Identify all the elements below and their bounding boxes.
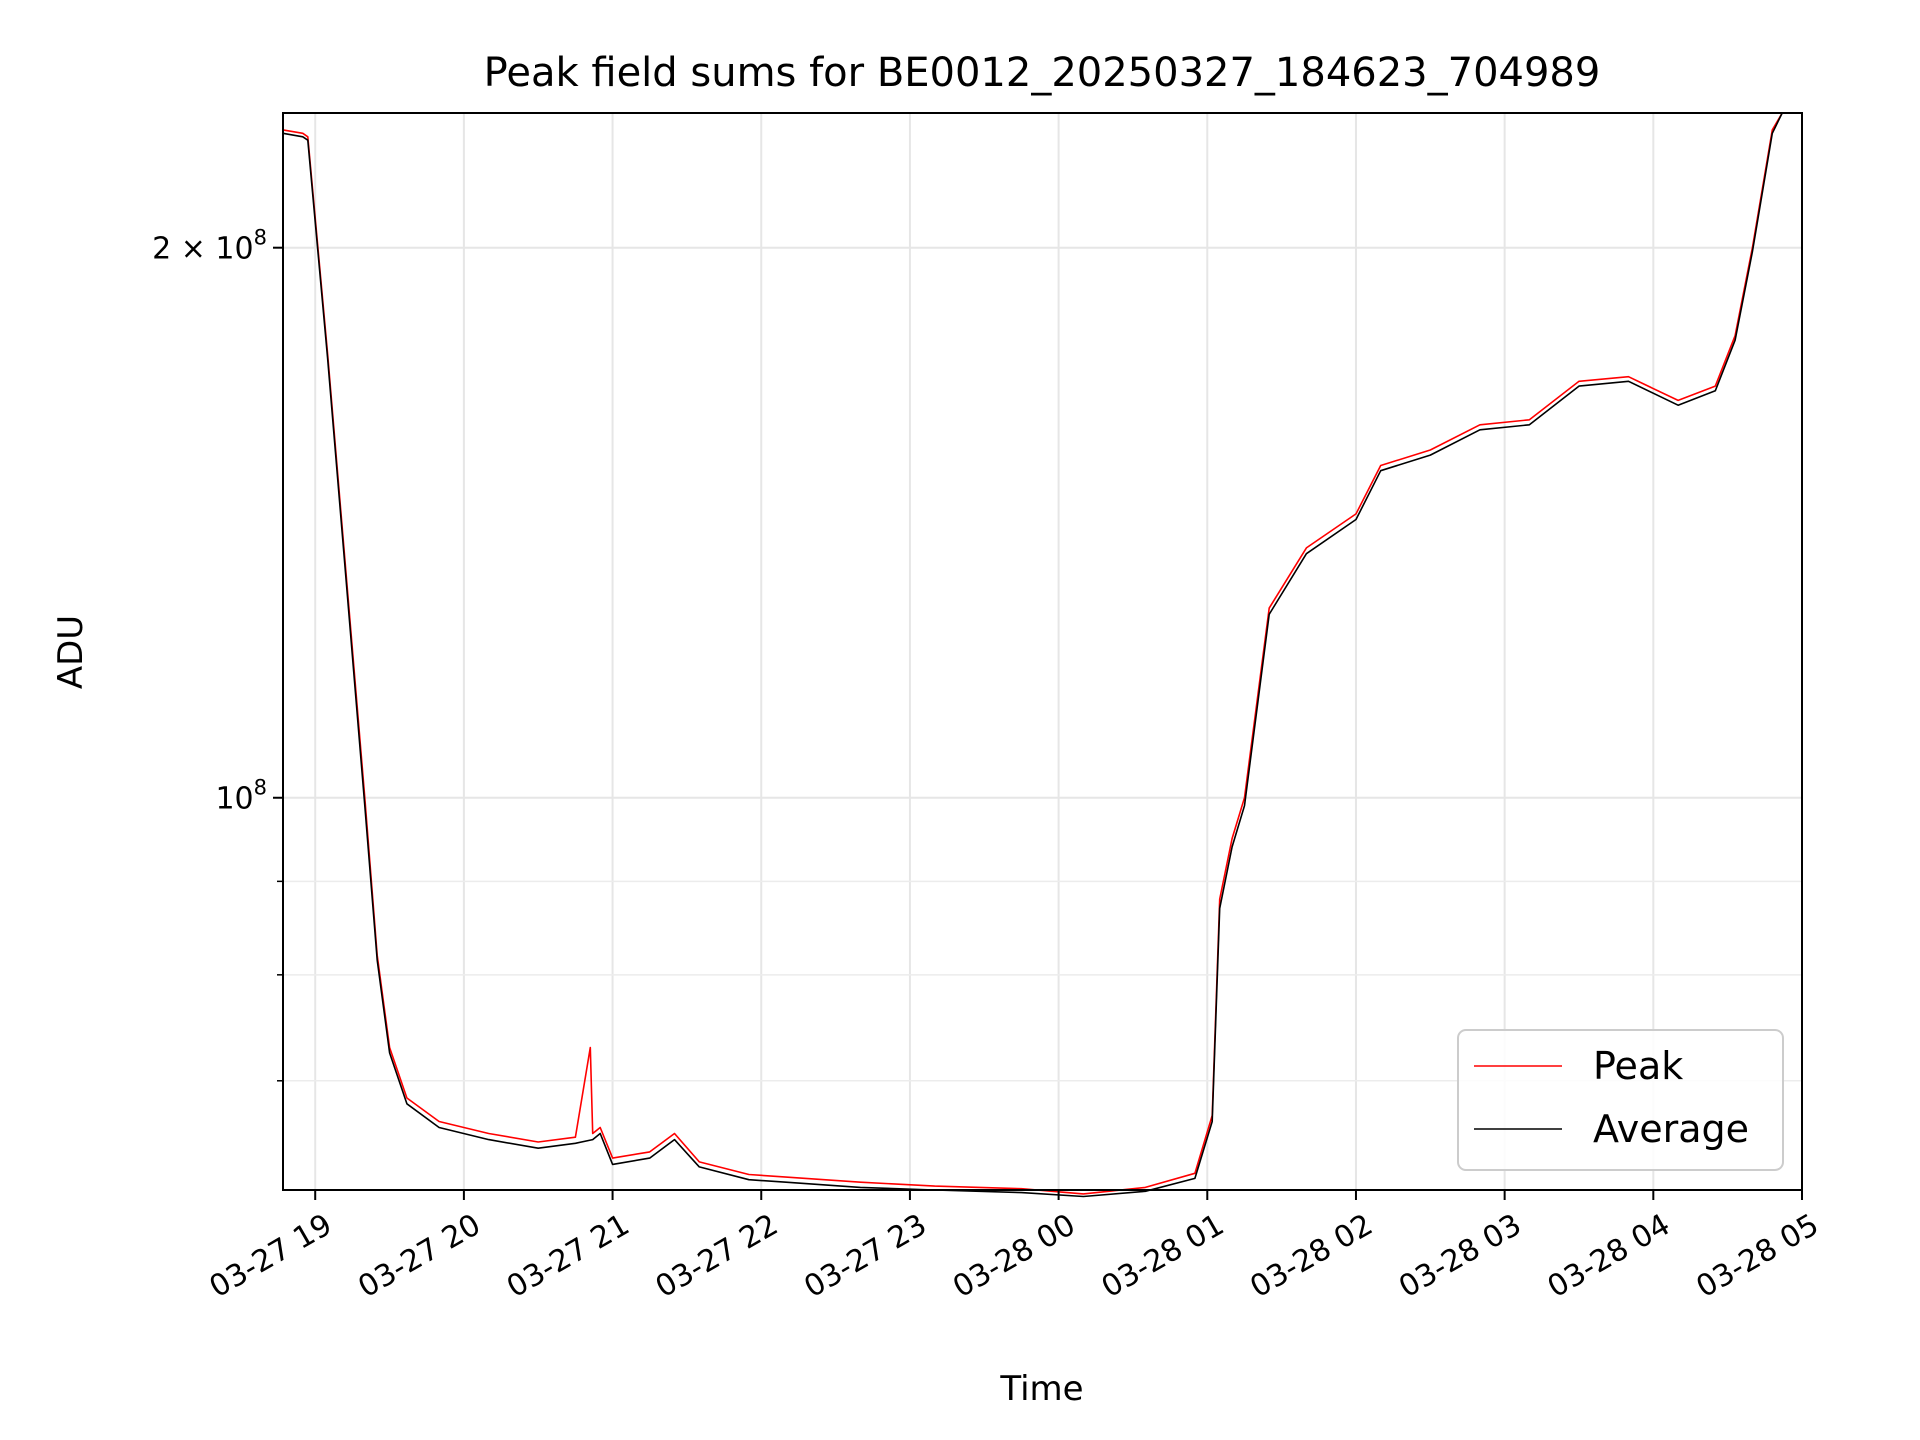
y-axis-label: ADU: [51, 615, 91, 689]
series-line-average: [282, 112, 1802, 1198]
legend-label-average: Average: [1593, 1107, 1749, 1151]
series-lines: [282, 112, 1802, 1198]
legend: Peak Average: [1457, 1029, 1784, 1171]
y-tick-label: 2 × 108: [152, 226, 267, 267]
plot-frame: [282, 112, 1803, 1191]
legend-label-peak: Peak: [1593, 1044, 1683, 1088]
x-axis-label: Time: [999, 1369, 1083, 1409]
series-line-peak: [282, 112, 1802, 1195]
chart-title: Peak field sums for BE0012_20250327_1846…: [484, 50, 1601, 96]
legend-box: [1457, 1029, 1784, 1171]
y-tick-label: 108: [215, 776, 267, 817]
